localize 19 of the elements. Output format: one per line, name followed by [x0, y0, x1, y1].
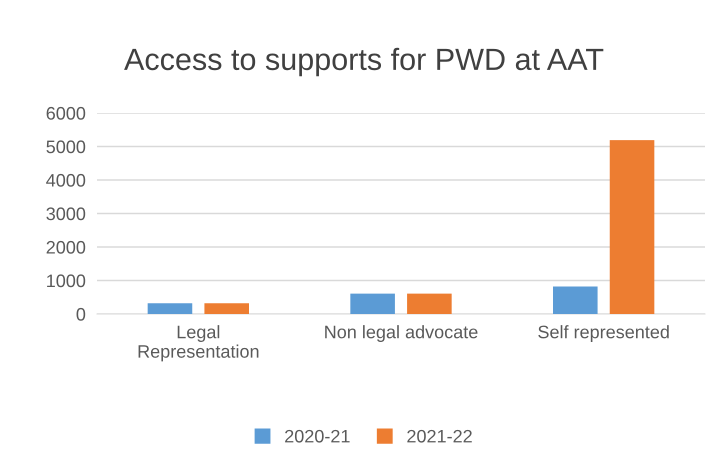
x-tick-label: Self represented — [538, 325, 669, 342]
y-tick-label: 6000 — [46, 106, 86, 120]
bar — [204, 303, 249, 314]
y-tick-label: 0 — [76, 308, 86, 321]
y-tick-label: 5000 — [46, 140, 86, 154]
bar — [350, 294, 395, 314]
legend-label: 2021-22 — [407, 430, 472, 443]
x-tick-label: Non legal advocate — [325, 325, 478, 342]
bar — [610, 140, 654, 314]
chart-title: Access to supports for PWD at AAT — [124, 48, 604, 76]
bar — [553, 286, 598, 314]
bar — [407, 294, 452, 314]
y-tick-label: 2000 — [46, 240, 86, 254]
y-tick-label: 4000 — [46, 174, 86, 187]
legend-label: 2020-21 — [285, 430, 350, 443]
y-tick-label: 1000 — [47, 274, 86, 288]
x-tick-label: Legal Representation — [138, 325, 258, 362]
y-tick-label: 3000 — [46, 207, 86, 220]
bar — [148, 303, 192, 314]
